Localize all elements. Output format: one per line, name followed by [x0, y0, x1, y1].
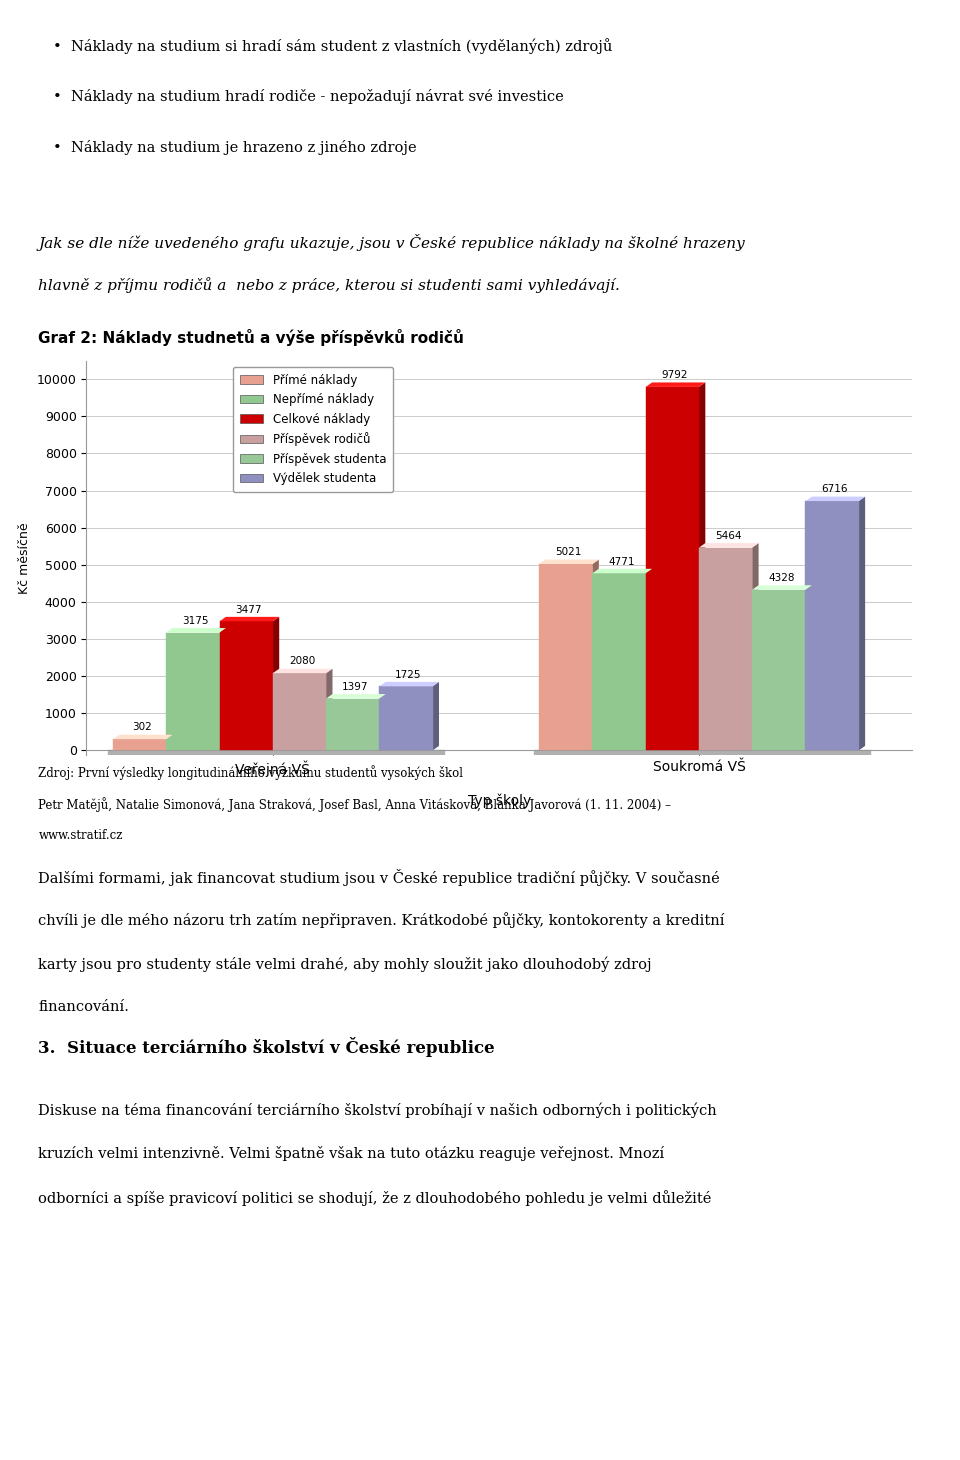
Polygon shape: [433, 682, 439, 750]
Text: kruzích velmi intenzivně. Velmi špatně však na tuto otázku reaguje veřejnost. Mn: kruzích velmi intenzivně. Velmi špatně v…: [38, 1146, 664, 1161]
Polygon shape: [592, 559, 599, 750]
Polygon shape: [805, 496, 865, 501]
Bar: [326, 698, 379, 750]
Polygon shape: [753, 543, 758, 750]
Polygon shape: [379, 694, 386, 750]
Text: 5464: 5464: [715, 531, 741, 540]
Text: 302: 302: [132, 723, 152, 733]
Polygon shape: [166, 734, 173, 750]
Text: 3.  Situace terciárního školství v České republice: 3. Situace terciárního školství v České …: [38, 1037, 495, 1057]
Text: 1725: 1725: [396, 670, 421, 680]
Text: hlavně z příjmu rodičů a  nebo z práce, kterou si studenti sami vyhledávají.: hlavně z příjmu rodičů a nebo z práce, k…: [38, 277, 620, 293]
Text: odborníci a spíše pravicoví politici se shodují, že z dlouhodobého pohledu je ve: odborníci a spíše pravicoví politici se …: [38, 1190, 711, 1206]
Bar: [379, 686, 433, 750]
Polygon shape: [592, 569, 652, 574]
Text: 3175: 3175: [182, 616, 208, 626]
Polygon shape: [699, 543, 758, 548]
Text: 5021: 5021: [555, 548, 582, 558]
Bar: [753, 590, 805, 750]
Text: •  Náklady na studium si hradí sám student z vlastních (vydělaných) zdrojů: • Náklady na studium si hradí sám studen…: [53, 38, 612, 54]
Text: 3477: 3477: [235, 604, 262, 615]
Bar: [540, 564, 592, 750]
Text: karty jsou pro studenty stále velmi drahé, aby mohly sloužit jako dlouhodobý zdr: karty jsou pro studenty stále velmi drah…: [38, 956, 652, 972]
Text: Graf 2: Náklady studnetů a výše příspěvků rodičů: Graf 2: Náklady studnetů a výše příspěvk…: [38, 328, 465, 346]
Text: Jak se dle níže uvedeného grafu ukazuje, jsou v České republice náklady na školn: Jak se dle níže uvedeného grafu ukazuje,…: [38, 234, 745, 251]
Polygon shape: [379, 682, 439, 686]
Polygon shape: [646, 569, 652, 750]
Text: 4328: 4328: [768, 572, 795, 583]
Polygon shape: [326, 669, 332, 750]
Text: www.stratif.cz: www.stratif.cz: [38, 829, 123, 842]
Polygon shape: [113, 734, 173, 739]
Polygon shape: [273, 669, 332, 673]
Polygon shape: [326, 694, 386, 698]
Bar: [646, 387, 699, 750]
Text: Zdroj: První výsledky longitudinálního výzkumu studentů vysokých škol: Zdroj: První výsledky longitudinálního v…: [38, 765, 464, 780]
Text: Petr Matějů, Natalie Simonová, Jana Straková, Josef Basl, Anna Vitásková, Blanka: Petr Matějů, Natalie Simonová, Jana Stra…: [38, 797, 671, 812]
Polygon shape: [220, 616, 279, 622]
Polygon shape: [805, 585, 812, 750]
Polygon shape: [220, 628, 226, 750]
Text: 1397: 1397: [342, 682, 369, 692]
Text: •  Náklady na studium je hrazeno z jiného zdroje: • Náklady na studium je hrazeno z jiného…: [53, 140, 417, 155]
Text: financování.: financování.: [38, 1000, 130, 1015]
Text: Diskuse na téma financování terciárního školství probíhají v našich odborných i : Diskuse na téma financování terciárního …: [38, 1102, 717, 1118]
Polygon shape: [108, 750, 444, 755]
Text: 2080: 2080: [289, 657, 315, 666]
X-axis label: Typ školy: Typ školy: [468, 793, 531, 807]
Polygon shape: [753, 585, 812, 590]
Bar: [220, 622, 273, 750]
Bar: [592, 574, 646, 750]
Polygon shape: [646, 383, 706, 387]
Text: Dalšími formami, jak financovat studium jsou v České republice tradiční půjčky. : Dalšími formami, jak financovat studium …: [38, 869, 720, 886]
Polygon shape: [166, 628, 226, 632]
Text: 9792: 9792: [661, 371, 688, 380]
Text: chvíli je dle mého názoru trh zatím nepřipraven. Krátkodobé půjčky, kontokorenty: chvíli je dle mého názoru trh zatím nepř…: [38, 912, 725, 929]
Bar: [166, 632, 220, 750]
Text: 4771: 4771: [609, 556, 635, 566]
Text: 6716: 6716: [822, 485, 848, 495]
Y-axis label: Kč měsíčně: Kč měsíčně: [18, 521, 32, 594]
Polygon shape: [273, 616, 279, 750]
Polygon shape: [699, 383, 706, 750]
Polygon shape: [540, 559, 599, 564]
Bar: [805, 501, 859, 750]
Polygon shape: [534, 750, 871, 755]
Polygon shape: [859, 496, 865, 750]
Bar: [273, 673, 326, 750]
Bar: [699, 548, 753, 750]
Text: •  Náklady na studium hradí rodiče - nepožadují návrat své investice: • Náklady na studium hradí rodiče - nepo…: [53, 89, 564, 104]
Legend: Přímé náklady, Nepřímé náklady, Celkové náklady, Příspěvek rodičů, Příspěvek stu: Přímé náklady, Nepřímé náklady, Celkové …: [232, 366, 394, 492]
Bar: [113, 739, 166, 750]
